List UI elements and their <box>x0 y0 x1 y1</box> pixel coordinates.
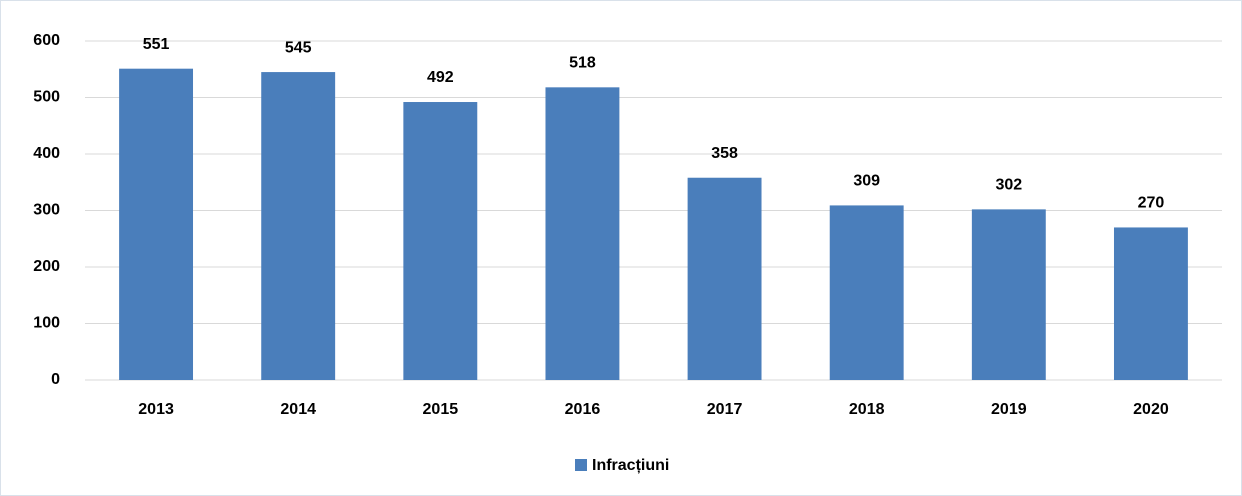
bar <box>261 72 336 380</box>
x-tick-label: 2016 <box>565 401 601 418</box>
x-tick-label: 2013 <box>138 401 174 418</box>
data-label: 551 <box>143 36 170 53</box>
x-tick-label: 2020 <box>1133 401 1169 418</box>
y-tick-label: 200 <box>33 258 60 275</box>
data-label: 358 <box>711 145 738 162</box>
bar <box>687 177 762 380</box>
x-tick-label: 2017 <box>707 401 743 418</box>
bar <box>403 102 478 381</box>
bar <box>829 205 904 380</box>
bar <box>1113 227 1188 380</box>
data-label: 309 <box>853 173 880 190</box>
data-label: 270 <box>1138 195 1165 212</box>
data-label: 545 <box>285 39 312 56</box>
legend-label: Infracțiuni <box>592 457 669 474</box>
bar <box>119 68 194 380</box>
x-tick-label: 2018 <box>849 401 885 418</box>
legend-swatch <box>575 459 587 471</box>
data-label: 492 <box>427 69 454 86</box>
y-tick-label: 0 <box>51 371 60 388</box>
y-tick-label: 100 <box>33 315 60 332</box>
bar <box>971 209 1046 380</box>
y-tick-label: 300 <box>33 202 60 219</box>
x-tick-label: 2015 <box>423 401 459 418</box>
data-label: 518 <box>569 55 596 72</box>
y-tick-label: 500 <box>33 89 60 106</box>
y-tick-label: 600 <box>33 32 60 49</box>
bar <box>545 87 620 380</box>
x-tick-label: 2014 <box>280 401 316 418</box>
y-tick-label: 400 <box>33 145 60 162</box>
data-label: 302 <box>995 177 1022 194</box>
x-tick-label: 2019 <box>991 401 1027 418</box>
